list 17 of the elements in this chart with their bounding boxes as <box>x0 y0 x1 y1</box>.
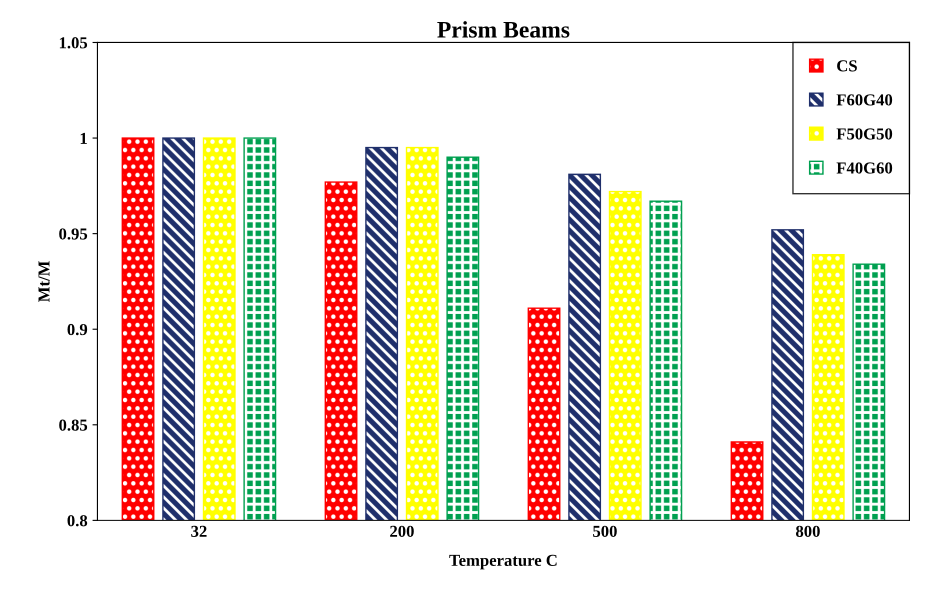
chart-title: Prism Beams <box>437 21 570 38</box>
legend-label: F60G40 <box>836 94 892 106</box>
legend-label: CS <box>837 60 857 72</box>
x-tick-label: 32 <box>191 526 207 537</box>
y-tick-label: 0.8 <box>68 515 88 526</box>
x-tick-label: 800 <box>796 526 820 537</box>
x-axis-title: Temperature C <box>449 554 557 570</box>
y-tick-label: 1.05 <box>60 37 88 48</box>
y-tick-label: 0.85 <box>59 420 88 431</box>
y-tick-label: 0.95 <box>59 228 88 240</box>
legend-label: F50G50 <box>836 128 892 140</box>
y-tick-label: 0.9 <box>68 324 88 336</box>
y-axis-title: Mt/M <box>38 261 50 302</box>
x-tick-label: 500 <box>593 526 617 537</box>
y-tick-label: 1 <box>80 132 87 144</box>
x-tick-label: 200 <box>390 526 414 537</box>
legend-label: F40G60 <box>836 162 892 174</box>
